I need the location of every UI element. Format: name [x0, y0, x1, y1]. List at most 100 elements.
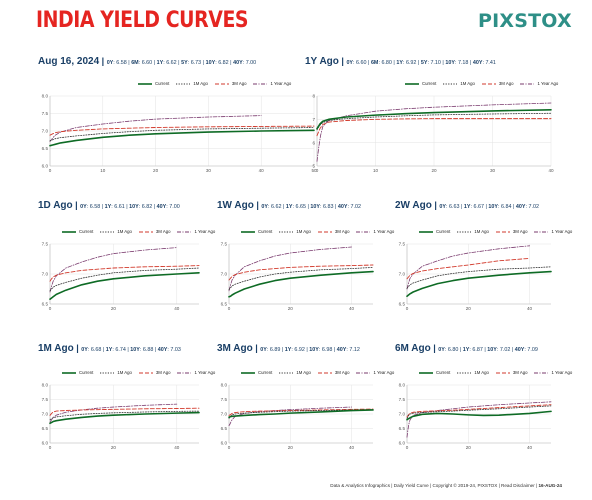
stat-value: 6.62 [270, 204, 282, 210]
x-tick-label: 40 [349, 445, 355, 450]
legend-item: 1 Year Ago [520, 81, 558, 86]
chart-title-separator: | [72, 200, 81, 210]
y-tick-label: 7.0 [42, 412, 49, 417]
x-tick-label: 20 [153, 168, 159, 173]
legend-item: Current [419, 229, 450, 234]
y-tick-label: 7.0 [399, 412, 406, 417]
stat-tenor: 1Y [284, 347, 292, 353]
stat-tenor: 1Y [156, 60, 164, 66]
legend-label: 1M Ago [193, 81, 208, 86]
chart-title-label: 1D Ago [38, 200, 73, 211]
legend-item: 1 Year Ago [253, 81, 291, 86]
legend-label: 1 Year Ago [551, 229, 573, 234]
series-line-1 [228, 409, 374, 418]
x-tick-label: 20 [288, 445, 294, 450]
legend-line-icon [317, 372, 332, 373]
stat-value: 6.65 [295, 204, 306, 210]
stat-value: 6.61 [114, 204, 125, 210]
series-line-3 [316, 118, 552, 137]
legend-label: 3M Ago [498, 81, 514, 86]
legend-label: 3M Ago [512, 229, 528, 234]
stat-tenor: 1Y [285, 204, 293, 210]
series-line-3 [49, 407, 200, 416]
chart-title: 1W Ago | 0Y: 6.62 | 1Y: 6.65 | 10Y: 6.83… [217, 200, 361, 211]
y-tick-label: 6.5 [221, 302, 228, 307]
stat-value: 6.67 [473, 204, 484, 210]
legend-item: 1M Ago [279, 229, 311, 234]
y-tick-label: 8.0 [42, 383, 49, 388]
legend-line-icon [177, 372, 192, 373]
series-line-1 [49, 411, 200, 425]
legend-line-icon [520, 83, 535, 84]
chart-title-separator: | [253, 200, 262, 210]
stat-value: 6.89 [269, 347, 281, 353]
legend-label: Current [436, 370, 451, 375]
x-tick-label: 20 [288, 306, 294, 311]
legend-label: 1 Year Ago [194, 229, 216, 234]
legend-line-icon [443, 83, 458, 84]
x-tick-label: 0 [228, 306, 231, 311]
series-line-3 [406, 404, 552, 418]
stat-value: 7.41 [485, 60, 496, 66]
legend-item: Current [138, 81, 169, 86]
chart-title: Aug 16, 2024 | 0Y: 6.58 | 6M: 6.60 | 1Y:… [38, 56, 256, 67]
stat-tenor: 10Y [488, 204, 498, 210]
legend-item: 3M Ago [214, 81, 246, 86]
y-tick-label: 7.5 [42, 242, 49, 247]
x-tick-label: 50 [311, 168, 317, 173]
chart-panel: 6M Ago | 0Y: 6.80 | 1Y: 6.87 | 10Y: 7.02… [395, 343, 572, 451]
legend-label: 3M Ago [155, 370, 171, 375]
chart-title-label: 2W Ago [395, 200, 432, 211]
series-line-4 [228, 246, 352, 292]
legend-label: 3M Ago [155, 229, 171, 234]
legend-line-icon [457, 372, 472, 373]
chart-title-separator: | [73, 343, 82, 353]
legend-item: Current [241, 229, 272, 234]
stat-value: 6.82 [141, 204, 153, 210]
stat-tenor: 10Y [487, 347, 497, 353]
chart-panel: 2W Ago | 0Y: 6.63 | 1Y: 6.67 | 10Y: 6.84… [395, 200, 572, 312]
legend-item: 1M Ago [443, 81, 475, 86]
x-tick-label: 40 [174, 306, 180, 311]
chart-stats: 0Y: 6.62 | 1Y: 6.65 | 10Y: 6.83 | 40Y: 7… [261, 204, 361, 210]
chart-title: 1M Ago | 0Y: 6.68 | 1Y: 6.74 | 10Y: 6.88… [38, 343, 181, 354]
legend-label: Current [258, 229, 273, 234]
stat-value: 6.58 [116, 60, 127, 66]
stat-value: 7.09 [527, 347, 538, 353]
series-line-3 [406, 257, 531, 280]
stat-value: 6.80 [381, 60, 392, 66]
stat-tenor: 40Y [336, 347, 347, 353]
legend-label: Current [422, 81, 437, 86]
stat-tenor: 0Y [261, 204, 268, 210]
stat-tenor: 10Y [309, 347, 319, 353]
legend-line-icon [138, 82, 152, 85]
y-tick-label: 6.5 [399, 426, 406, 431]
stat-value: 7.18 [457, 60, 469, 66]
chart-stats: 0Y: 6.68 | 1Y: 6.74 | 10Y: 6.88 | 40Y: 7… [81, 347, 181, 353]
chart-title: 3M Ago | 0Y: 6.89 | 1Y: 6.92 | 10Y: 6.98… [217, 343, 360, 354]
chart-title: 6M Ago | 0Y: 6.80 | 1Y: 6.87 | 10Y: 7.02… [395, 343, 538, 354]
legend-line-icon [534, 231, 549, 232]
legend-item: 1M Ago [279, 370, 311, 375]
legend-line-icon [62, 230, 76, 233]
legend-item: 1 Year Ago [356, 229, 394, 234]
stat-value: 7.00 [245, 60, 257, 66]
legend-line-icon [495, 231, 510, 232]
legend-label: 1 Year Ago [373, 370, 395, 375]
series-line-3 [228, 408, 374, 416]
legend-item: 3M Ago [317, 229, 349, 234]
y-tick-label: 6.0 [42, 164, 49, 169]
y-tick-label: 8 [312, 94, 315, 99]
y-tick-label: 7.5 [221, 242, 228, 247]
x-tick-label: 30 [490, 168, 496, 173]
chart-panel: 1D Ago | 0Y: 6.58 | 1Y: 6.61 | 10Y: 6.82… [38, 200, 215, 312]
stat-tenor: 40Y [472, 60, 483, 66]
chart-title-separator: | [338, 56, 347, 66]
legend-label: 1M Ago [296, 370, 311, 375]
x-tick-label: 40 [259, 168, 265, 173]
y-tick-label: 8.0 [221, 383, 228, 388]
chart-plot: 6.06.57.07.58.00 10 20 30 40 50 [42, 94, 317, 173]
series-line-1 [228, 270, 374, 298]
series-line-1 [406, 410, 552, 421]
legend-item: 3M Ago [495, 370, 527, 375]
